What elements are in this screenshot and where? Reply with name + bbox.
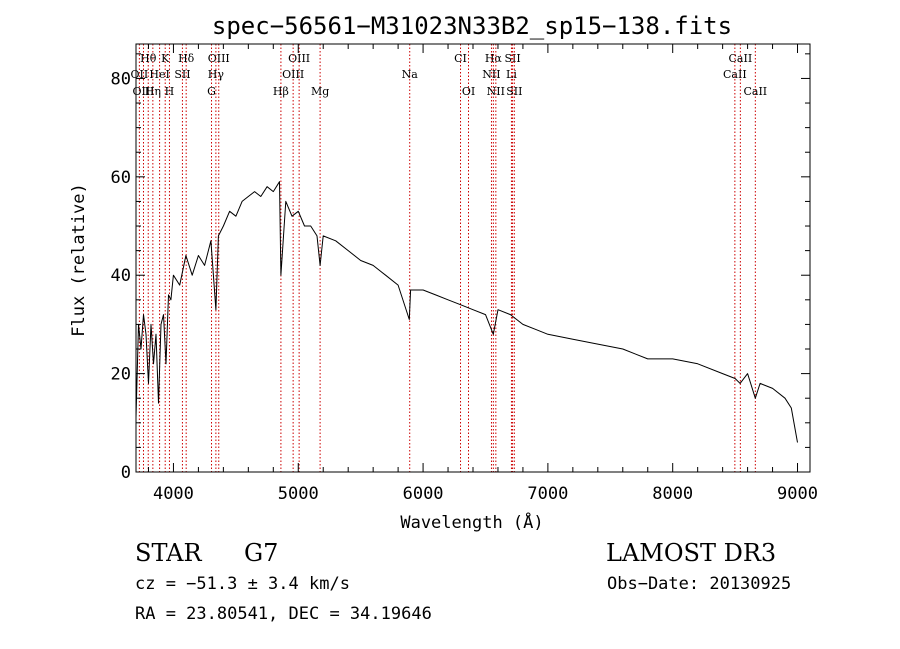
marker-label-20: H [165, 85, 175, 98]
marker-label-14: Na [402, 68, 419, 81]
y-tick-label-3: 60 [111, 168, 131, 188]
plot-frame [135, 43, 811, 473]
marker-label-27: CaII [743, 85, 767, 98]
observation-date: Obs−Date: 20130925 [607, 574, 792, 594]
marker-label-17: CaII [723, 68, 747, 81]
y-tick-label-0: 0 [121, 463, 131, 483]
spectrum-line [135, 181, 798, 443]
marker-label-5: CI [454, 52, 467, 65]
x-tick-label-3: 7000 [527, 484, 568, 504]
marker-label-1: K [161, 52, 170, 65]
object-class: STAR [135, 539, 202, 567]
y-tick-label-2: 40 [111, 266, 131, 286]
marker-label-2: Hδ [178, 52, 195, 65]
axis-ticks: 4000 5000 6000 7000 8000 9000 0 20 40 60 80 [111, 44, 818, 504]
marker-label-9: OII [131, 68, 149, 81]
marker-label-13: OIII [282, 68, 304, 81]
coordinates: RA = 23.80541, DEC = 34.19646 [135, 604, 432, 624]
marker-label-15: NII [482, 68, 500, 81]
redshift-velocity: cz = −51.3 ± 3.4 km/s [135, 574, 350, 594]
marker-label-10: HeI [149, 68, 169, 81]
x-tick-label-5: 9000 [777, 484, 818, 504]
marker-label-11: SII [174, 68, 190, 81]
x-axis-label: Wavelength (Å) [400, 511, 543, 533]
x-tick-label-1: 5000 [278, 484, 319, 504]
marker-label-16: Li [506, 68, 517, 81]
marker-label-19: Hη [145, 85, 161, 98]
marker-label-7: SII [504, 52, 520, 65]
marker-label-23: Mg [311, 85, 329, 98]
marker-label-3: OIII [208, 52, 230, 65]
marker-label-6: Hα [485, 52, 503, 65]
marker-label-12: Hγ [208, 68, 225, 81]
marker-label-22: Hβ [273, 85, 289, 98]
x-tick-label-4: 8000 [652, 484, 693, 504]
marker-label-4: OIII [288, 52, 310, 65]
marker-label-8: CaII [729, 52, 753, 65]
y-axis-label: Flux (relative) [69, 183, 89, 337]
marker-label-25: NII [487, 85, 505, 98]
spectrum-series [135, 181, 798, 443]
chart-title: spec−56561−M31023N33B2_sp15−138.fits [212, 12, 732, 40]
marker-label-24: OI [462, 85, 475, 98]
marker-label-21: G [207, 85, 216, 98]
marker-label-0: Hθ [140, 52, 157, 65]
x-tick-label-2: 6000 [403, 484, 444, 504]
survey-name: LAMOST DR3 [606, 539, 777, 567]
object-subclass: G7 [244, 539, 279, 567]
marker-label-18: OIII [132, 85, 154, 98]
marker-label-26: SII [506, 85, 522, 98]
y-tick-label-1: 20 [111, 365, 131, 385]
x-tick-label-0: 4000 [153, 484, 194, 504]
y-tick-label-4: 80 [111, 69, 131, 89]
